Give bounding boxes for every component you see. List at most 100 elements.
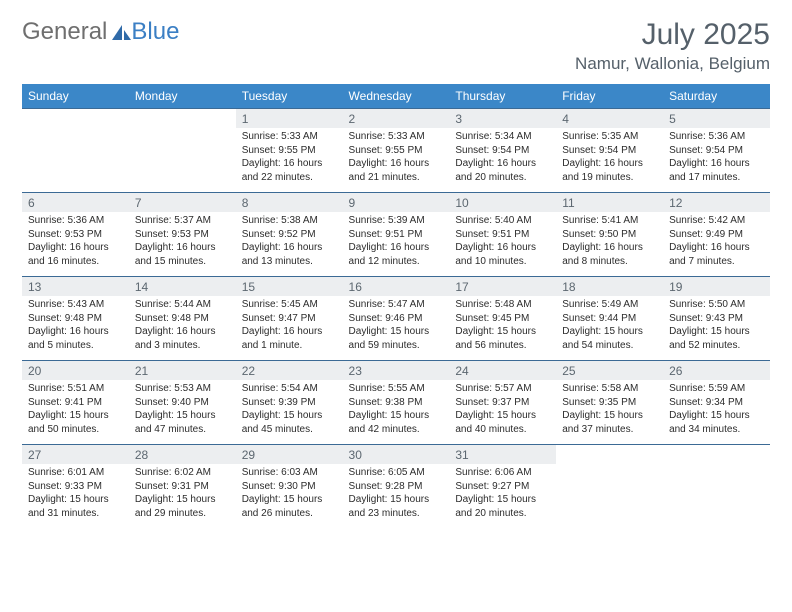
day-details-4: Sunrise: 5:35 AMSunset: 9:54 PMDaylight:…: [556, 128, 663, 193]
day-detail-text: Sunrise: 5:34 AMSunset: 9:54 PMDaylight:…: [449, 128, 556, 192]
empty-cell: [129, 128, 236, 193]
day-details-23: Sunrise: 5:55 AMSunset: 9:38 PMDaylight:…: [343, 380, 450, 445]
header: GeneralBlue July 2025 Namur, Wallonia, B…: [22, 18, 770, 74]
day-number: 28: [129, 445, 236, 464]
day-detail-text: Sunrise: 5:44 AMSunset: 9:48 PMDaylight:…: [129, 296, 236, 360]
day-num-10: 10: [449, 193, 556, 213]
day-detail-text: Sunrise: 5:33 AMSunset: 9:55 PMDaylight:…: [236, 128, 343, 192]
day-detail-text: Sunrise: 5:38 AMSunset: 9:52 PMDaylight:…: [236, 212, 343, 276]
day-details-16: Sunrise: 5:47 AMSunset: 9:46 PMDaylight:…: [343, 296, 450, 361]
day-number: 31: [449, 445, 556, 464]
day-details-31: Sunrise: 6:06 AMSunset: 9:27 PMDaylight:…: [449, 464, 556, 528]
day-details-20: Sunrise: 5:51 AMSunset: 9:41 PMDaylight:…: [22, 380, 129, 445]
day-detail-text: Sunrise: 5:43 AMSunset: 9:48 PMDaylight:…: [22, 296, 129, 360]
day-details-22: Sunrise: 5:54 AMSunset: 9:39 PMDaylight:…: [236, 380, 343, 445]
day-num-13: 13: [22, 277, 129, 297]
day-details-13: Sunrise: 5:43 AMSunset: 9:48 PMDaylight:…: [22, 296, 129, 361]
day-num-25: 25: [556, 361, 663, 381]
day-detail-text: Sunrise: 5:53 AMSunset: 9:40 PMDaylight:…: [129, 380, 236, 444]
day-detail-text: Sunrise: 5:59 AMSunset: 9:34 PMDaylight:…: [663, 380, 770, 444]
week-number-row: 6789101112: [22, 193, 770, 213]
day-details-2: Sunrise: 5:33 AMSunset: 9:55 PMDaylight:…: [343, 128, 450, 193]
day-number: 16: [343, 277, 450, 296]
day-num-14: 14: [129, 277, 236, 297]
day-detail-text: Sunrise: 6:06 AMSunset: 9:27 PMDaylight:…: [449, 464, 556, 528]
day-detail-text: Sunrise: 6:05 AMSunset: 9:28 PMDaylight:…: [343, 464, 450, 528]
day-detail-text: Sunrise: 5:41 AMSunset: 9:50 PMDaylight:…: [556, 212, 663, 276]
day-num-15: 15: [236, 277, 343, 297]
day-num-3: 3: [449, 109, 556, 129]
day-number: 30: [343, 445, 450, 464]
day-number: 8: [236, 193, 343, 212]
day-details-18: Sunrise: 5:49 AMSunset: 9:44 PMDaylight:…: [556, 296, 663, 361]
week-number-row: 12345: [22, 109, 770, 129]
empty-cell: [22, 128, 129, 193]
day-num-28: 28: [129, 445, 236, 465]
day-detail-text: Sunrise: 5:42 AMSunset: 9:49 PMDaylight:…: [663, 212, 770, 276]
day-number: 23: [343, 361, 450, 380]
day-number: 13: [22, 277, 129, 296]
day-details-12: Sunrise: 5:42 AMSunset: 9:49 PMDaylight:…: [663, 212, 770, 277]
empty-cell: [22, 109, 129, 129]
week-number-row: 13141516171819: [22, 277, 770, 297]
day-detail-text: Sunrise: 5:36 AMSunset: 9:54 PMDaylight:…: [663, 128, 770, 192]
day-num-22: 22: [236, 361, 343, 381]
day-num-27: 27: [22, 445, 129, 465]
day-detail-text: Sunrise: 5:39 AMSunset: 9:51 PMDaylight:…: [343, 212, 450, 276]
day-num-20: 20: [22, 361, 129, 381]
day-details-5: Sunrise: 5:36 AMSunset: 9:54 PMDaylight:…: [663, 128, 770, 193]
day-number: 11: [556, 193, 663, 212]
day-num-26: 26: [663, 361, 770, 381]
day-num-17: 17: [449, 277, 556, 297]
day-num-1: 1: [236, 109, 343, 129]
weekday-sunday: Sunday: [22, 84, 129, 109]
day-details-19: Sunrise: 5:50 AMSunset: 9:43 PMDaylight:…: [663, 296, 770, 361]
day-number: 14: [129, 277, 236, 296]
day-detail-text: Sunrise: 5:36 AMSunset: 9:53 PMDaylight:…: [22, 212, 129, 276]
empty-cell: [129, 109, 236, 129]
day-number: 22: [236, 361, 343, 380]
day-details-7: Sunrise: 5:37 AMSunset: 9:53 PMDaylight:…: [129, 212, 236, 277]
week-details-row: Sunrise: 5:36 AMSunset: 9:53 PMDaylight:…: [22, 212, 770, 277]
day-number: 10: [449, 193, 556, 212]
day-number: 18: [556, 277, 663, 296]
day-num-23: 23: [343, 361, 450, 381]
weekday-thursday: Thursday: [449, 84, 556, 109]
day-detail-text: Sunrise: 5:37 AMSunset: 9:53 PMDaylight:…: [129, 212, 236, 276]
day-number: 19: [663, 277, 770, 296]
day-details-28: Sunrise: 6:02 AMSunset: 9:31 PMDaylight:…: [129, 464, 236, 528]
empty-cell: [663, 445, 770, 465]
week-details-row: Sunrise: 5:33 AMSunset: 9:55 PMDaylight:…: [22, 128, 770, 193]
day-number: 6: [22, 193, 129, 212]
day-number: 5: [663, 109, 770, 128]
day-detail-text: Sunrise: 5:47 AMSunset: 9:46 PMDaylight:…: [343, 296, 450, 360]
day-detail-text: Sunrise: 5:58 AMSunset: 9:35 PMDaylight:…: [556, 380, 663, 444]
day-number: 24: [449, 361, 556, 380]
day-details-26: Sunrise: 5:59 AMSunset: 9:34 PMDaylight:…: [663, 380, 770, 445]
day-num-2: 2: [343, 109, 450, 129]
title-block: July 2025 Namur, Wallonia, Belgium: [575, 18, 770, 74]
empty-cell: [556, 464, 663, 528]
day-number: 4: [556, 109, 663, 128]
week-details-row: Sunrise: 5:51 AMSunset: 9:41 PMDaylight:…: [22, 380, 770, 445]
day-detail-text: Sunrise: 5:55 AMSunset: 9:38 PMDaylight:…: [343, 380, 450, 444]
day-number: 26: [663, 361, 770, 380]
day-detail-text: Sunrise: 5:50 AMSunset: 9:43 PMDaylight:…: [663, 296, 770, 360]
day-details-10: Sunrise: 5:40 AMSunset: 9:51 PMDaylight:…: [449, 212, 556, 277]
day-num-31: 31: [449, 445, 556, 465]
day-details-25: Sunrise: 5:58 AMSunset: 9:35 PMDaylight:…: [556, 380, 663, 445]
week-details-row: Sunrise: 6:01 AMSunset: 9:33 PMDaylight:…: [22, 464, 770, 528]
day-number: 25: [556, 361, 663, 380]
logo-text-2: Blue: [131, 18, 179, 46]
day-num-6: 6: [22, 193, 129, 213]
logo-sail-icon: [111, 22, 133, 42]
day-details-24: Sunrise: 5:57 AMSunset: 9:37 PMDaylight:…: [449, 380, 556, 445]
day-details-3: Sunrise: 5:34 AMSunset: 9:54 PMDaylight:…: [449, 128, 556, 193]
day-number: 2: [343, 109, 450, 128]
weekday-monday: Monday: [129, 84, 236, 109]
day-detail-text: Sunrise: 5:40 AMSunset: 9:51 PMDaylight:…: [449, 212, 556, 276]
day-details-14: Sunrise: 5:44 AMSunset: 9:48 PMDaylight:…: [129, 296, 236, 361]
day-details-30: Sunrise: 6:05 AMSunset: 9:28 PMDaylight:…: [343, 464, 450, 528]
location: Namur, Wallonia, Belgium: [575, 54, 770, 74]
day-num-12: 12: [663, 193, 770, 213]
